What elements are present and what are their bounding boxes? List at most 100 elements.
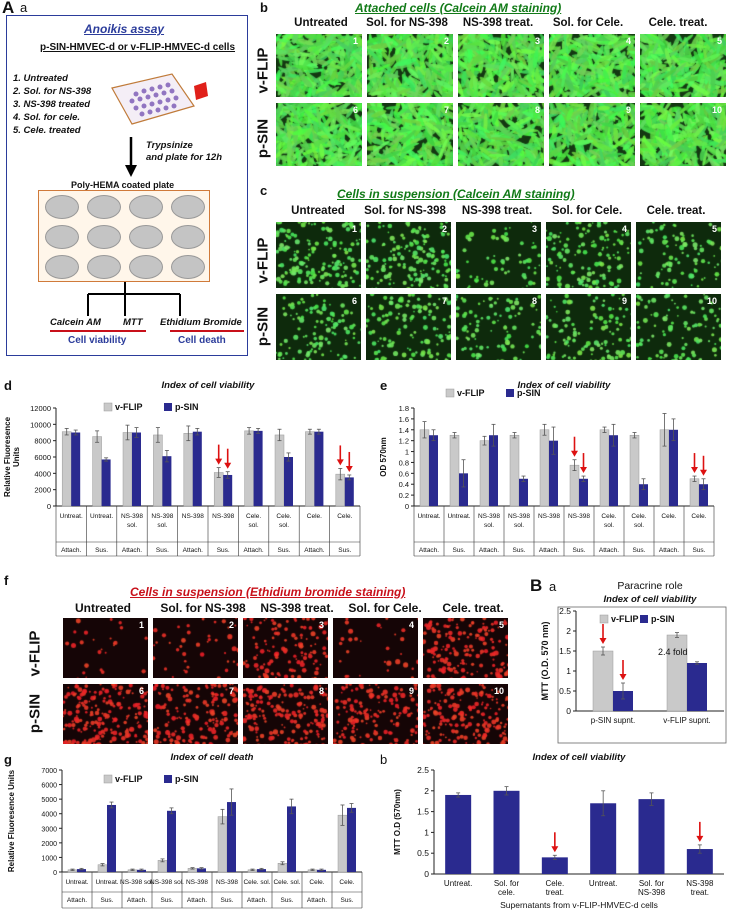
- y-tick-label: 12000: [30, 404, 51, 413]
- micrograph-stain: [63, 684, 148, 744]
- micrograph-stain: [276, 34, 362, 97]
- x-tick-label: Untreat.: [447, 513, 470, 520]
- micrograph-8: 8: [457, 102, 545, 167]
- bar-p-sin: [107, 804, 116, 872]
- bar-p-sin: [639, 484, 648, 506]
- panel-c-row-label: p-SIN: [254, 306, 272, 347]
- micrograph-2: 2: [365, 221, 452, 289]
- panel-f-title: Cells in suspension (Ethidium bromide st…: [130, 585, 406, 599]
- y-tick-label: 0.6: [399, 469, 409, 478]
- group-label: Sus.: [340, 897, 353, 904]
- bar-p-sin: [344, 477, 354, 506]
- red-arrow-head-icon: [215, 458, 223, 465]
- bar-v-flip: [153, 434, 163, 507]
- x-tick-label: Untreat.: [65, 879, 88, 886]
- legend-label: v-FLIP: [115, 402, 143, 412]
- panel-f-col-label: Sol. for NS-398: [160, 601, 246, 615]
- bar-p-sin: [669, 429, 678, 506]
- y-tick-label: 1: [424, 827, 429, 837]
- y-tick-label: 0: [405, 502, 409, 511]
- y-tick-label: 4000: [41, 812, 57, 819]
- y-tick-label: 2000: [34, 486, 51, 495]
- bar-v-flip: [599, 429, 610, 507]
- micrograph-3: 3: [242, 617, 329, 679]
- bar-v-flip: [629, 434, 640, 507]
- y-tick-label: 2: [566, 626, 571, 636]
- micrograph-stain: [276, 103, 362, 166]
- panel-b-col-label: Sol. for NS-398: [366, 17, 448, 29]
- y-tick-label: 8000: [34, 437, 51, 446]
- chart-g: Index of cell death 0 1000 2000 3000 4000 5000…: [7, 752, 363, 909]
- legend-label: p-SIN: [175, 774, 199, 784]
- group-label: Sus.: [338, 547, 351, 554]
- panel-a-sub: a: [20, 0, 28, 15]
- x-tick-label: Cele.: [309, 879, 324, 886]
- y-tick-label: 7000: [41, 768, 57, 775]
- x-tick-label: Untreat.: [444, 879, 472, 888]
- micrograph-stain: [549, 34, 635, 97]
- chart-title: Index of cell viability: [162, 380, 256, 391]
- y-tick-label: 0.5: [417, 848, 429, 858]
- x-tick-label: Cele.: [545, 879, 564, 888]
- group-label: Attach.: [61, 547, 81, 554]
- legend-label: v-FLIP: [457, 388, 485, 398]
- group-label: Attach.: [187, 897, 207, 904]
- group-label: Sus.: [512, 547, 525, 554]
- panel-b-col-label: Sol. for Cele.: [552, 17, 624, 29]
- micrograph-number: 2: [443, 36, 449, 46]
- y-tick-label: 2000: [41, 841, 57, 848]
- red-arrow-head-icon: [551, 846, 559, 853]
- anoikis-subtitle: p-SIN-HMVEC-d or v-FLIP-HMVEC-d cells: [40, 42, 236, 53]
- bar-p-sin: [71, 432, 81, 506]
- y-tick-label: 6000: [41, 783, 57, 790]
- group-label: Sus.: [277, 547, 290, 554]
- legend-label: v-FLIP: [611, 614, 639, 624]
- panel-f-letter: f: [4, 573, 9, 588]
- bar-p-sin: [192, 431, 202, 506]
- bar-p-sin: [429, 435, 438, 506]
- plate-well: [87, 255, 121, 279]
- micrograph-6: 6: [62, 683, 149, 745]
- x-tick-label: Cele.: [691, 513, 706, 520]
- x-tick-label: NS-398 sol.: [120, 879, 154, 886]
- group-label: Attach.: [659, 547, 679, 554]
- x-tick-label: NS-398: [686, 879, 714, 888]
- legend-label: v-FLIP: [115, 774, 143, 784]
- panel-f-col-label: Sol. for Cele.: [348, 601, 422, 615]
- plate-well: [171, 225, 205, 249]
- group-label: Attach.: [304, 547, 324, 554]
- micrograph-5: 5: [422, 617, 509, 679]
- micrograph-stain: [456, 294, 541, 360]
- fold-annotation: 2.4 fold: [658, 647, 688, 657]
- panel-a-letter: A: [2, 0, 15, 17]
- micrograph-stain: [243, 684, 328, 744]
- micrograph-number: 6: [351, 296, 357, 306]
- panel-g-letter: g: [4, 752, 12, 767]
- bar-p-sin: [132, 432, 141, 506]
- x-tick-label: Cele.: [337, 513, 352, 520]
- chart-header: Paracrine role: [617, 580, 683, 592]
- chart-title: Index of cell viability: [533, 752, 627, 763]
- y-tick-label: 0: [566, 706, 571, 716]
- micrograph-2: 2: [152, 617, 239, 679]
- chart-frame: [557, 606, 727, 744]
- micrograph-3: 3: [455, 221, 542, 289]
- micrograph-4: 4: [332, 617, 419, 679]
- panel-f-row-label: p-SIN: [26, 693, 44, 734]
- panel-b-row-label: v-FLIP: [254, 47, 272, 94]
- bar-p-sin: [549, 440, 558, 506]
- bar-v-flip: [217, 816, 228, 873]
- bar-v-flip: [92, 436, 102, 507]
- x-tick-label: NS-398: [182, 513, 204, 520]
- x-tick-label: sol.: [157, 522, 167, 529]
- micrograph-number: 8: [531, 296, 537, 306]
- x-tick-label: v-FLIP supnt.: [663, 716, 710, 725]
- micrograph-stain: [549, 103, 635, 166]
- bar-value: [638, 799, 665, 874]
- x-tick-label: Cele.: [631, 513, 646, 520]
- chart-d: Index of cell viability 0 2000 4000 6000 8000…: [3, 380, 361, 557]
- group-label: Attach.: [247, 897, 267, 904]
- panel-Ba-sub: a: [549, 579, 557, 594]
- micrograph-3: 3: [457, 33, 545, 98]
- plate-well: [45, 195, 79, 219]
